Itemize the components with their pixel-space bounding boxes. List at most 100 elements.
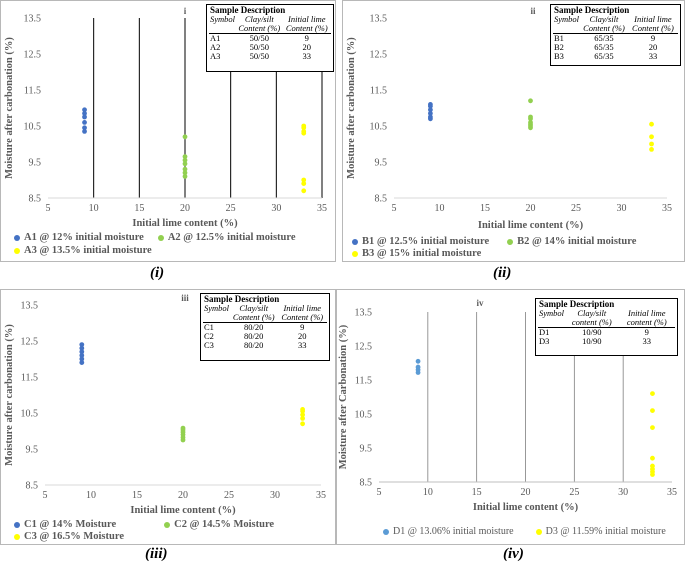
sample-description-ii: Sample Description Symbol Clay/silt Cont… — [550, 4, 681, 66]
legend-label: C3 @ 16.5% Moisture — [24, 531, 124, 542]
row-b2-ratio: 65/35 — [594, 42, 614, 52]
description-title: Sample Description — [539, 299, 615, 309]
x-tick-label: 15 — [480, 203, 490, 214]
data-point — [82, 125, 87, 131]
x-tick-label: 15 — [472, 487, 482, 498]
data-point — [182, 134, 188, 140]
header-clay-silt: Clay/silt content (%) — [565, 309, 619, 328]
x-tick-label: 20 — [521, 487, 531, 498]
x-tick-label: 10 — [86, 490, 96, 501]
legend-marker — [14, 521, 20, 528]
x-tick-label: 35 — [667, 487, 677, 498]
data-point — [79, 342, 85, 347]
data-point — [650, 455, 655, 461]
data-point — [182, 161, 188, 167]
x-tick-label: 10 — [435, 203, 445, 214]
description-title: Sample Description — [210, 5, 286, 15]
data-point — [301, 188, 307, 194]
y-tick-label: 11.5 — [24, 86, 41, 97]
header-initial-lime: Initial lime Content (%) — [627, 15, 678, 34]
legend-marker — [535, 528, 542, 535]
data-point — [182, 174, 188, 179]
y-tick-label: 12.5 — [21, 337, 39, 348]
x-tick-label: 30 — [271, 203, 281, 214]
x-tick-label: 25 — [569, 487, 579, 498]
x-tick-label: 15 — [134, 203, 144, 214]
data-point — [428, 107, 433, 113]
row-b1-symbol: B1 — [554, 33, 564, 43]
y-tick-label: 10.5 — [355, 410, 373, 421]
row-c2-lime: 20 — [297, 331, 307, 341]
y-tick-label: 13.5 — [24, 14, 42, 25]
row-d1-lime: 9 — [644, 327, 649, 337]
y-tick-label: 9.5 — [375, 158, 388, 169]
row-a3-ratio: 50/50 — [249, 51, 269, 61]
data-point — [650, 408, 655, 413]
legend-i: A1 @ 12% initial moisture A2 @ 12.5% init… — [14, 232, 296, 256]
header-symbol: Symbol — [538, 309, 566, 328]
legend-label: B1 @ 12.5% initial moisture — [362, 236, 490, 247]
x-tick-label: 10 — [423, 487, 433, 498]
row-b2-lime: 20 — [648, 42, 658, 52]
row-c1-ratio: 80/20 — [244, 322, 264, 332]
y-tick-label: 11.5 — [355, 376, 372, 387]
row-b2-symbol: B2 — [554, 42, 564, 52]
panel-label: ii — [530, 6, 536, 16]
legend-item: A1 @ 12% initial moisture A2 @ 12.5% init… — [14, 232, 296, 243]
row-c1-symbol: C1 — [204, 322, 214, 332]
legend-label: B3 @ 15% initial moisture — [362, 248, 482, 259]
y-axis-title: Moisture after carbonation (%) — [4, 324, 15, 466]
caption-iii: (iii) — [145, 546, 168, 562]
header-symbol: Symbol — [553, 15, 581, 34]
data-point — [82, 111, 87, 116]
description-title: Sample Description — [554, 5, 630, 15]
data-point — [649, 147, 654, 152]
panel-label: iii — [181, 293, 189, 303]
data-point — [415, 358, 421, 364]
x-tick-label: 25 — [226, 203, 236, 214]
x-tick-label: 15 — [132, 490, 142, 501]
row-c2-symbol: C2 — [204, 331, 214, 341]
data-point — [82, 129, 87, 134]
row-c3-ratio: 80/20 — [244, 340, 264, 350]
data-point — [650, 425, 655, 430]
legend-marker — [352, 238, 358, 245]
data-point — [182, 154, 188, 160]
sample-description-i: Sample Description Symbol Clay/silt Cont… — [206, 4, 334, 72]
row-c3-symbol: C3 — [204, 340, 214, 350]
panel-label: i — [184, 6, 187, 16]
y-tick-label: 11.5 — [370, 86, 387, 97]
legend-label: B2 @ 14% initial moisture — [517, 236, 637, 247]
y-tick-label: 9.5 — [26, 445, 39, 456]
x-tick-label: 30 — [617, 203, 627, 214]
data-point — [301, 181, 307, 187]
legend-item: B1 @ 12.5% initial moisture B2 @ 14% init… — [352, 236, 636, 247]
row-a1-ratio: 50/50 — [249, 33, 269, 43]
data-point — [182, 166, 188, 172]
y-tick-label: 8.5 — [360, 478, 373, 489]
row-b3-lime: 33 — [648, 51, 658, 61]
data-point — [528, 98, 533, 104]
legend-label: C2 @ 14.5% Moisture — [174, 519, 275, 530]
data-point — [180, 425, 186, 431]
data-point — [650, 391, 655, 396]
caption-iv: (iv) — [503, 546, 524, 562]
legend-label: D3 @ 11.59% initial moisture — [545, 526, 666, 537]
row-c1-lime: 9 — [300, 322, 305, 332]
x-axis-title: Initial lime content (%) — [132, 218, 238, 229]
row-b3-ratio: 65/35 — [594, 51, 614, 61]
header-clay-silt: Clay/silt Content (%) — [230, 304, 278, 323]
x-tick-label: 5 — [392, 203, 397, 214]
header-clay-silt: Clay/silt Content (%) — [580, 15, 628, 34]
x-tick-label: 35 — [662, 203, 672, 214]
data-point — [79, 353, 85, 358]
legend-marker — [507, 238, 514, 245]
header-symbol: Symbol — [209, 15, 237, 34]
x-tick-label: 25 — [571, 203, 581, 214]
row-b1-lime: 9 — [650, 33, 656, 43]
x-tick-label: 30 — [270, 490, 280, 501]
x-tick-label: 35 — [317, 203, 327, 214]
row-d3-symbol: D3 — [539, 336, 550, 346]
